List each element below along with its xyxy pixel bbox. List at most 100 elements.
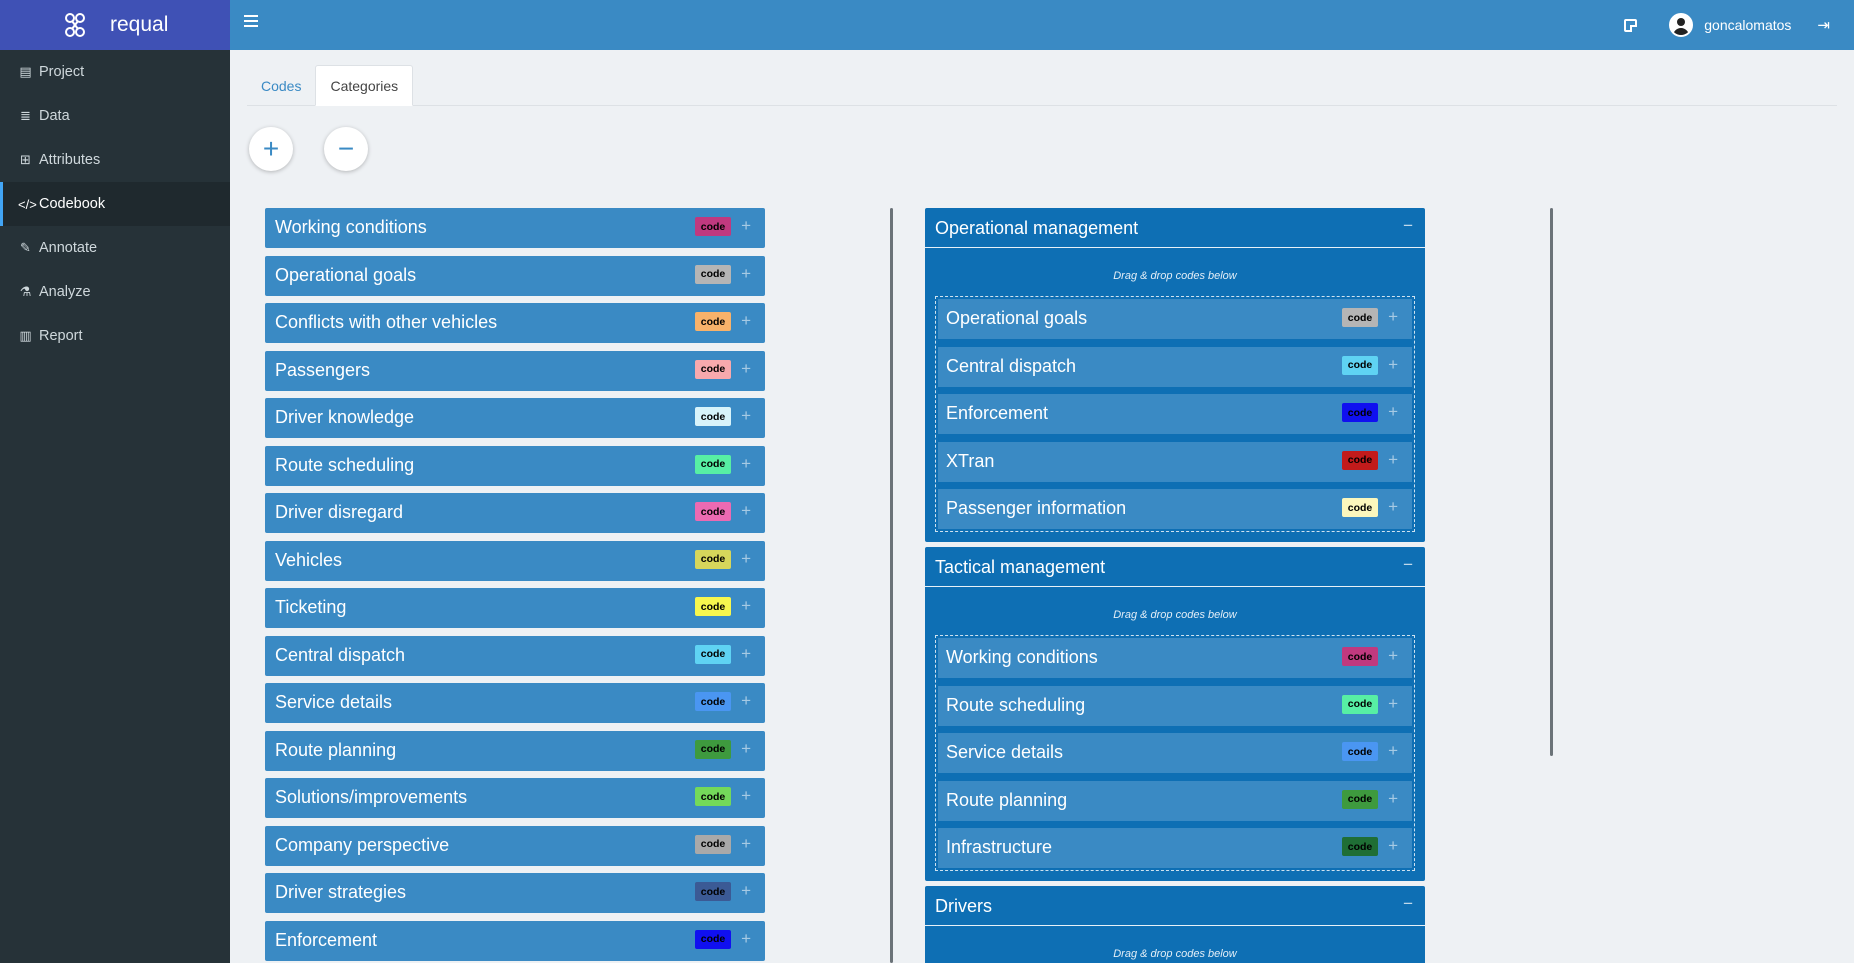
expand-plus-icon[interactable]: + xyxy=(741,881,751,900)
expand-plus-icon[interactable]: + xyxy=(741,596,751,615)
expand-plus-icon[interactable]: + xyxy=(741,738,751,758)
sidebar-item-codebook[interactable]: </> Codebook xyxy=(0,182,230,226)
tab-codes[interactable]: Codes xyxy=(261,77,302,94)
code-color-badge: code xyxy=(1342,789,1378,809)
code-list-scrollbar[interactable] xyxy=(890,208,893,963)
expand-plus-icon[interactable]: + xyxy=(741,358,751,378)
sidebar-item-project[interactable]: ▤ Project xyxy=(0,50,230,94)
category-code-item[interactable]: Passenger information code + xyxy=(938,489,1412,529)
code-label: Route scheduling xyxy=(946,694,1086,715)
book-icon: ▤ xyxy=(19,64,32,79)
brand[interactable]: requal xyxy=(0,0,230,50)
expand-plus-icon[interactable]: + xyxy=(741,406,751,425)
category-code-item[interactable]: XTran code + xyxy=(938,441,1412,482)
expand-plus-icon[interactable]: + xyxy=(741,453,751,473)
expand-plus-icon[interactable]: + xyxy=(741,691,751,710)
collapse-category-icon[interactable]: − xyxy=(1403,216,1413,235)
code-item[interactable]: Passengers code + xyxy=(265,350,765,391)
expand-plus-icon[interactable]: + xyxy=(1388,693,1398,713)
code-item[interactable]: Company perspective code + xyxy=(265,825,765,866)
code-item[interactable]: Working conditions code + xyxy=(265,208,765,248)
code-color-badge: code xyxy=(695,692,731,711)
category-code-item[interactable]: Enforcement code + xyxy=(938,394,1412,434)
code-item[interactable]: Driver strategies code + xyxy=(265,873,765,913)
code-color-badge: code xyxy=(695,739,731,759)
expand-plus-icon[interactable]: + xyxy=(741,263,751,283)
sidebar-item-annotate[interactable]: ✎ Annotate xyxy=(0,226,230,270)
code-item[interactable]: Route scheduling code + xyxy=(265,445,765,486)
code-label: Enforcement xyxy=(946,403,1049,423)
code-label: Route scheduling xyxy=(275,454,415,475)
code-color-badge: code xyxy=(695,312,731,331)
categories-scrollbar[interactable] xyxy=(1550,208,1553,756)
add-category-button[interactable]: + xyxy=(249,127,293,171)
code-label: Driver strategies xyxy=(275,882,407,902)
expand-plus-icon[interactable]: + xyxy=(741,786,751,805)
category-code-item[interactable]: Operational goals code + xyxy=(938,299,1412,339)
code-item[interactable]: Ticketing code + xyxy=(265,588,765,628)
expand-plus-icon[interactable]: + xyxy=(1388,449,1398,469)
code-item[interactable]: Vehicles code + xyxy=(265,540,765,581)
tab-categories[interactable]: Categories xyxy=(315,65,414,106)
code-item[interactable]: Central dispatch code + xyxy=(265,635,765,676)
user-avatar-icon[interactable] xyxy=(1669,13,1694,37)
expand-plus-icon[interactable]: + xyxy=(741,501,751,520)
sidebar-item-attributes[interactable]: ⊞ Attributes xyxy=(0,138,230,182)
collapse-category-icon[interactable]: − xyxy=(1403,555,1413,574)
expand-plus-icon[interactable]: + xyxy=(1388,741,1398,760)
expand-plus-icon[interactable]: + xyxy=(741,643,751,663)
code-item[interactable]: Driver disregard code + xyxy=(265,493,765,533)
category-code-item[interactable]: Service details code + xyxy=(938,733,1412,773)
code-item[interactable]: Solutions/improvements code + xyxy=(265,778,765,818)
sidebar-item-label: Report xyxy=(39,328,83,344)
code-item[interactable]: Conflicts with other vehicles code + xyxy=(265,303,765,343)
sidebar-item-label: Analyze xyxy=(39,284,91,300)
sidebar-item-label: Project xyxy=(39,64,85,80)
expand-plus-icon[interactable]: + xyxy=(1388,354,1398,374)
code-item[interactable]: Route planning code + xyxy=(265,730,765,771)
code-drop-zone[interactable]: Working conditions code + Route scheduling c… xyxy=(935,635,1415,871)
logout-icon[interactable]: ⇥ xyxy=(1817,17,1830,34)
category-code-item[interactable]: Working conditions code + xyxy=(938,638,1412,678)
code-item[interactable]: Enforcement code + xyxy=(265,920,765,961)
code-label: Service details xyxy=(946,742,1064,762)
expand-plus-icon[interactable]: + xyxy=(741,216,751,235)
expand-plus-icon[interactable]: + xyxy=(741,833,751,853)
hamburger-menu-icon[interactable] xyxy=(244,15,258,29)
category-code-item[interactable]: Central dispatch code + xyxy=(938,346,1412,387)
code-drop-zone[interactable]: Operational goals code + Central dispatch co… xyxy=(935,296,1415,532)
code-color-badge: code xyxy=(1342,355,1378,375)
expand-plus-icon[interactable]: + xyxy=(1388,836,1398,855)
expand-plus-icon[interactable]: + xyxy=(741,928,751,948)
code-label: Passengers xyxy=(275,359,371,380)
code-color-badge: code xyxy=(695,454,731,474)
expand-plus-icon[interactable]: + xyxy=(1388,646,1398,665)
code-item[interactable]: Operational goals code + xyxy=(265,255,765,296)
category-code-item[interactable]: Infrastructure code + xyxy=(938,828,1412,868)
remove-category-button[interactable]: − xyxy=(324,127,368,171)
database-icon: ≣ xyxy=(20,108,31,123)
memo-icon[interactable] xyxy=(1624,18,1638,32)
sidebar-nav: ▤ Project ≣ Data ⊞ Attributes </> Codebook ✎ Anno… xyxy=(0,50,230,358)
collapse-category-icon[interactable]: − xyxy=(1403,894,1413,913)
expand-plus-icon[interactable]: + xyxy=(1388,497,1398,516)
sidebar-item-data[interactable]: ≣ Data xyxy=(0,94,230,138)
category-code-item[interactable]: Route scheduling code + xyxy=(938,685,1412,726)
expand-plus-icon[interactable]: + xyxy=(1388,402,1398,421)
sidebar-item-report[interactable]: ▥ Report xyxy=(0,314,230,358)
expand-plus-icon[interactable]: + xyxy=(1388,788,1398,808)
code-label: Working conditions xyxy=(275,217,427,237)
code-item[interactable]: Service details code + xyxy=(265,683,765,723)
expand-plus-icon[interactable]: + xyxy=(741,548,751,568)
sidebar-item-label: Data xyxy=(39,108,70,124)
sidebar-item-analyze[interactable]: ⚗ Analyze xyxy=(0,270,230,314)
drop-hint: Drag & drop codes below xyxy=(1113,948,1237,960)
username[interactable]: goncalomatos xyxy=(1704,17,1792,33)
code-label: Operational goals xyxy=(275,264,417,285)
code-item[interactable]: Driver knowledge code + xyxy=(265,398,765,438)
expand-plus-icon[interactable]: + xyxy=(1388,307,1398,326)
table-icon: ⊞ xyxy=(20,152,31,167)
category-code-item[interactable]: Route planning code + xyxy=(938,780,1412,821)
expand-plus-icon[interactable]: + xyxy=(741,311,751,330)
code-color-badge: code xyxy=(1342,498,1378,517)
